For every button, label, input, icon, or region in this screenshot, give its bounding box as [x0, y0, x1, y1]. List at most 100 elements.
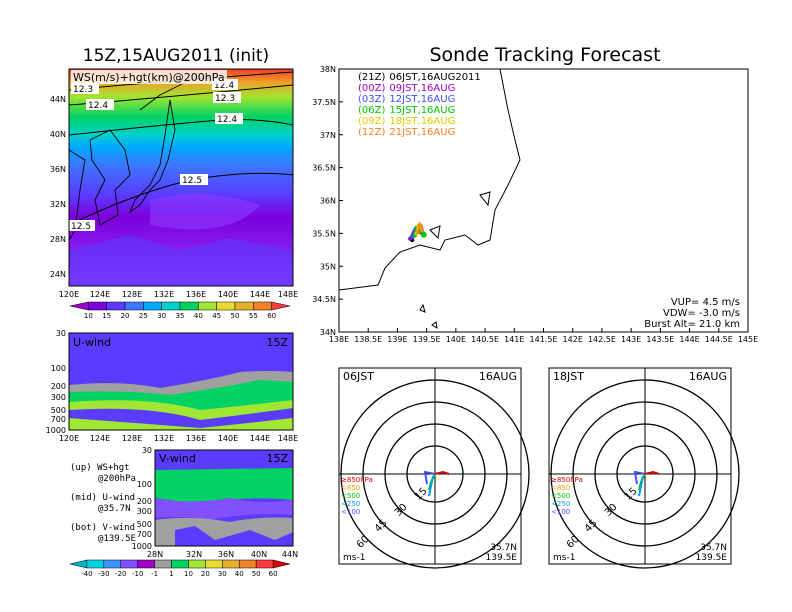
ws-colorbar: 10 15 20 25 30 35 40 45 50 55 60	[69, 301, 291, 320]
v-wind-time: 15Z	[266, 452, 288, 465]
uv-colorbar-label: 60	[269, 570, 278, 578]
track-x-tick-label: 144E	[679, 335, 699, 344]
svg-text:100: 100	[137, 480, 152, 489]
hodograph-level-label: <250	[551, 500, 570, 508]
uv-colorbar-segment	[154, 559, 172, 569]
hodograph-level-label: <100	[341, 508, 360, 516]
track-y-tick-label: 37N	[320, 131, 336, 140]
hodograph-level-label: ≥850hPa	[341, 476, 373, 484]
track-x-tick-label: 141.5E	[530, 335, 558, 344]
uv-colorbar-segment	[188, 559, 206, 569]
track-y-tick-label: 35.5N	[312, 229, 336, 238]
track-x-tick-label: 141E	[504, 335, 524, 344]
ws-colorbar-label: 45	[212, 312, 221, 320]
ws-colorbar-segment	[124, 301, 144, 311]
track-x-tick-label: 138E	[329, 335, 349, 344]
ws-colorbar-segment	[179, 301, 199, 311]
track-legend-entry: (00Z) 09JST,16AUG	[358, 83, 455, 94]
track-legend-entry: (21Z) 06JST,16AUG2011	[358, 72, 481, 83]
track-legend-entry: (03Z) 12JST,16AUG	[358, 94, 455, 105]
svg-text:120E: 120E	[59, 290, 79, 299]
uv-colorbar-label: -20	[115, 570, 126, 578]
ws-colorbar-label: 50	[231, 312, 240, 320]
svg-text:700: 700	[51, 415, 66, 424]
svg-text:(bot) V-wind: (bot) V-wind	[70, 523, 135, 533]
u-wind-x-ticks: 120E 124E 128E 132E 136E 140E 144E 148E	[59, 434, 298, 443]
launch-point	[420, 231, 427, 238]
island	[431, 321, 438, 329]
uv-colorbar-segment	[120, 559, 138, 569]
ws-min-region	[150, 193, 260, 230]
hodograph-level-label: <250	[341, 500, 360, 508]
vup-text: VUP= 4.5 m/s	[671, 297, 740, 308]
ws-colorbar-label: 35	[176, 312, 185, 320]
ws-map-frame	[68, 68, 294, 287]
ws-colorbar-label: 60	[267, 312, 276, 320]
hodograph-frame	[548, 367, 732, 565]
track-y-tick-label: 37.5N	[312, 98, 336, 107]
ws-colorbar-segment	[271, 301, 291, 311]
hodograph-lat: 35.7N	[490, 543, 517, 553]
svg-text:140E: 140E	[218, 290, 238, 299]
svg-text:12.5: 12.5	[182, 176, 202, 186]
uv-colorbar-segment	[69, 559, 88, 569]
hodograph-lon: 139.5E	[486, 553, 518, 563]
hodograph-wind-trace	[644, 470, 660, 475]
svg-text:200: 200	[51, 382, 66, 391]
u-wind-time: 15Z	[266, 336, 288, 349]
ws-colorbar-segment	[161, 301, 181, 311]
svg-text:40N: 40N	[50, 130, 66, 139]
svg-text:@200hPa: @200hPa	[98, 474, 136, 484]
ws-low-region	[69, 235, 293, 286]
left-title: 15Z,15AUG2011 (init)	[83, 46, 269, 66]
svg-text:44N: 44N	[282, 550, 298, 559]
field-label: WS(m/s)+hgt(km)@200hPa	[73, 71, 225, 84]
svg-text:128E: 128E	[122, 290, 142, 299]
track-x-tick-label: 144.5E	[705, 335, 733, 344]
svg-text:@35.7N: @35.7N	[98, 504, 131, 514]
v-wind-label: V-wind	[159, 452, 196, 465]
ws-colorbar-label: 10	[84, 312, 93, 320]
coastline-japan	[128, 99, 176, 214]
ws-map-panel: 12.3 12.4 12.3 12.4 12.5 12.5 12.4 WS(m/…	[68, 68, 294, 287]
track-x-tick-label: 142E	[563, 335, 583, 344]
svg-text:136E: 136E	[186, 434, 206, 443]
svg-text:32N: 32N	[186, 550, 202, 559]
uv-colorbar: -40 -30 -20 -10 -1 1 10 20 30 40 50 60	[69, 559, 291, 578]
svg-text:@139.5E: @139.5E	[98, 534, 136, 544]
track-coastline	[339, 69, 521, 291]
svg-text:500: 500	[51, 406, 66, 415]
track-legend: (21Z) 06JST,16AUG2011(00Z) 09JST,16AUG(03Z…	[358, 72, 481, 138]
hodograph-time: 06JST	[343, 370, 374, 383]
hodograph-level-label: <850	[341, 484, 360, 492]
svg-text:148E: 148E	[278, 434, 298, 443]
track-legend-entry: (06Z) 15JST,16AUG	[358, 105, 455, 116]
svg-text:140E: 140E	[218, 434, 238, 443]
field-label-bg	[71, 70, 227, 84]
v-wind-x-ticks: 28N 32N 36N 40N 44N	[147, 550, 298, 559]
svg-text:124E: 124E	[90, 290, 110, 299]
svg-text:40N: 40N	[251, 550, 267, 559]
hodograph-unit: ms-1	[553, 553, 575, 563]
track-x-tick-label: 139.5E	[413, 335, 441, 344]
svg-text:12.4: 12.4	[214, 81, 234, 91]
hodograph-wind-trace	[434, 470, 450, 475]
uv-colorbar-label: 50	[252, 570, 261, 578]
svg-text:30: 30	[142, 446, 152, 455]
uv-colorbar-segment	[272, 559, 291, 569]
ws-colorbar-segment	[106, 301, 126, 311]
coastline-korea	[89, 129, 131, 226]
u-wind-purple-band	[69, 408, 293, 428]
ws-colorbar-segment	[198, 301, 217, 311]
panel-legend-text: (up) WS+hgt @200hPa (mid) U-wind @35.7N …	[70, 463, 136, 544]
ws-colorbar-label: 55	[249, 312, 258, 320]
track-y-tick-label: 36.5N	[312, 164, 336, 173]
ws-map-y-ticks: 44N 40N 36N 32N 28N 24N	[50, 95, 66, 279]
svg-text:500: 500	[137, 520, 152, 529]
track-y-ticks: 38N 37.5N 37N 36.5N 36N 35.5N 35N 34.5N 34N	[312, 65, 343, 337]
svg-text:132E: 132E	[154, 434, 174, 443]
svg-text:124E: 124E	[90, 434, 110, 443]
hodograph-wind-trace	[428, 475, 434, 497]
